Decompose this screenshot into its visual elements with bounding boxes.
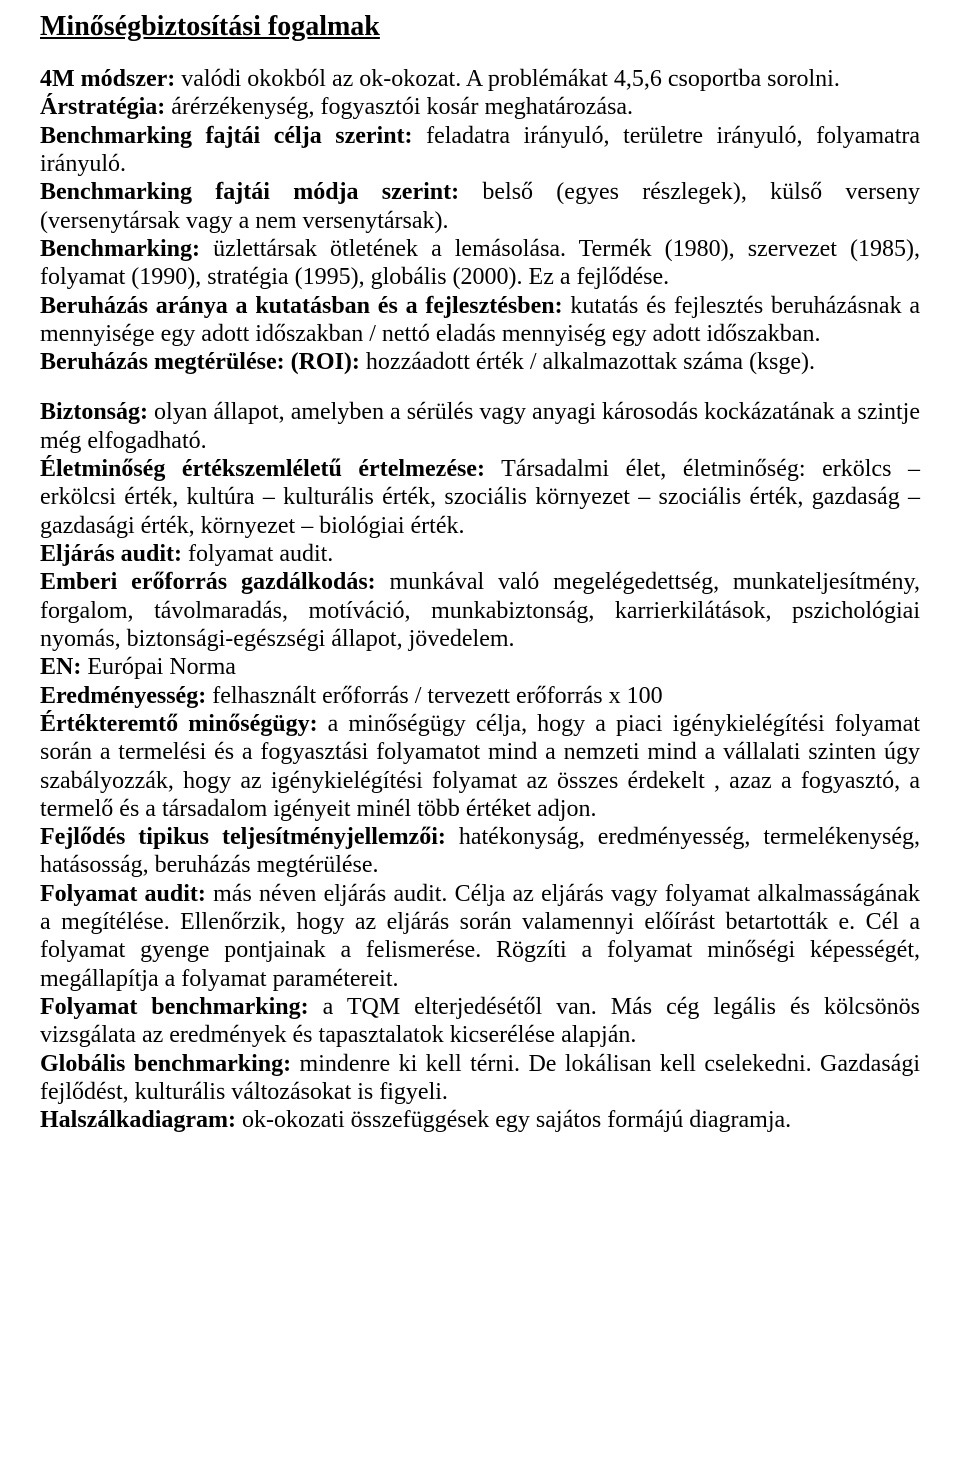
term-folyamat-bm: Folyamat benchmarking:	[40, 994, 309, 1020]
term-eletminoseg: Életminőség értékszemléletű értelmezése:	[40, 456, 485, 482]
term-bm-celja: Benchmarking fajtái célja szerint:	[40, 123, 413, 149]
term-roi: Beruházás megtérülése: (ROI):	[40, 349, 360, 375]
term-eljaras-audit: Eljárás audit:	[40, 541, 182, 567]
paragraph-gap	[40, 376, 920, 398]
def-arstrategia: árérzékenység, fogyasztói kosár meghatár…	[165, 94, 633, 120]
term-en: EN:	[40, 654, 81, 680]
term-emberi-eroforras: Emberi erőforrás gazdálkodás:	[40, 569, 376, 595]
term-fejlodes: Fejlődés tipikus teljesítményjellemzői:	[40, 824, 446, 850]
definitions-block-1: 4M módszer: valódi okokból az ok-okozat.…	[40, 65, 920, 376]
def-4m: valódi okokból az ok-okozat. A problémák…	[175, 66, 840, 92]
term-bm-modja: Benchmarking fajtái módja szerint:	[40, 179, 459, 205]
term-globalis-bm: Globális benchmarking:	[40, 1051, 291, 1077]
page-title: Minőségbiztosítási fogalmak	[40, 10, 920, 43]
document-page: Minőségbiztosítási fogalmak 4M módszer: …	[0, 0, 960, 1165]
term-folyamat-audit: Folyamat audit:	[40, 881, 206, 907]
def-en: Európai Norma	[81, 654, 236, 680]
def-roi: hozzáadott érték / alkalmazottak száma (…	[360, 349, 815, 375]
term-biztonsag: Biztonság:	[40, 399, 148, 425]
term-4m: 4M módszer:	[40, 66, 175, 92]
def-biztonsag: olyan állapot, amelyben a sérülés vagy a…	[40, 399, 920, 453]
def-halszalkadiagram: ok-okozati összefüggések egy sajátos for…	[236, 1107, 791, 1133]
def-eredmenyesseg: felhasznált erőforrás / tervezett erőfor…	[206, 683, 662, 709]
term-eredmenyesseg: Eredményesség:	[40, 683, 206, 709]
term-ertekteremto: Értékteremtő minőségügy:	[40, 711, 318, 737]
term-benchmarking: Benchmarking:	[40, 236, 200, 262]
def-eljaras-audit: folyamat audit.	[182, 541, 333, 567]
term-halszalkadiagram: Halszálkadiagram:	[40, 1107, 236, 1133]
term-arstrategia: Árstratégia:	[40, 94, 165, 120]
definitions-block-2: Biztonság: olyan állapot, amelyben a sér…	[40, 398, 920, 1134]
term-beruhazas-arany: Beruházás aránya a kutatásban és a fejle…	[40, 293, 563, 319]
